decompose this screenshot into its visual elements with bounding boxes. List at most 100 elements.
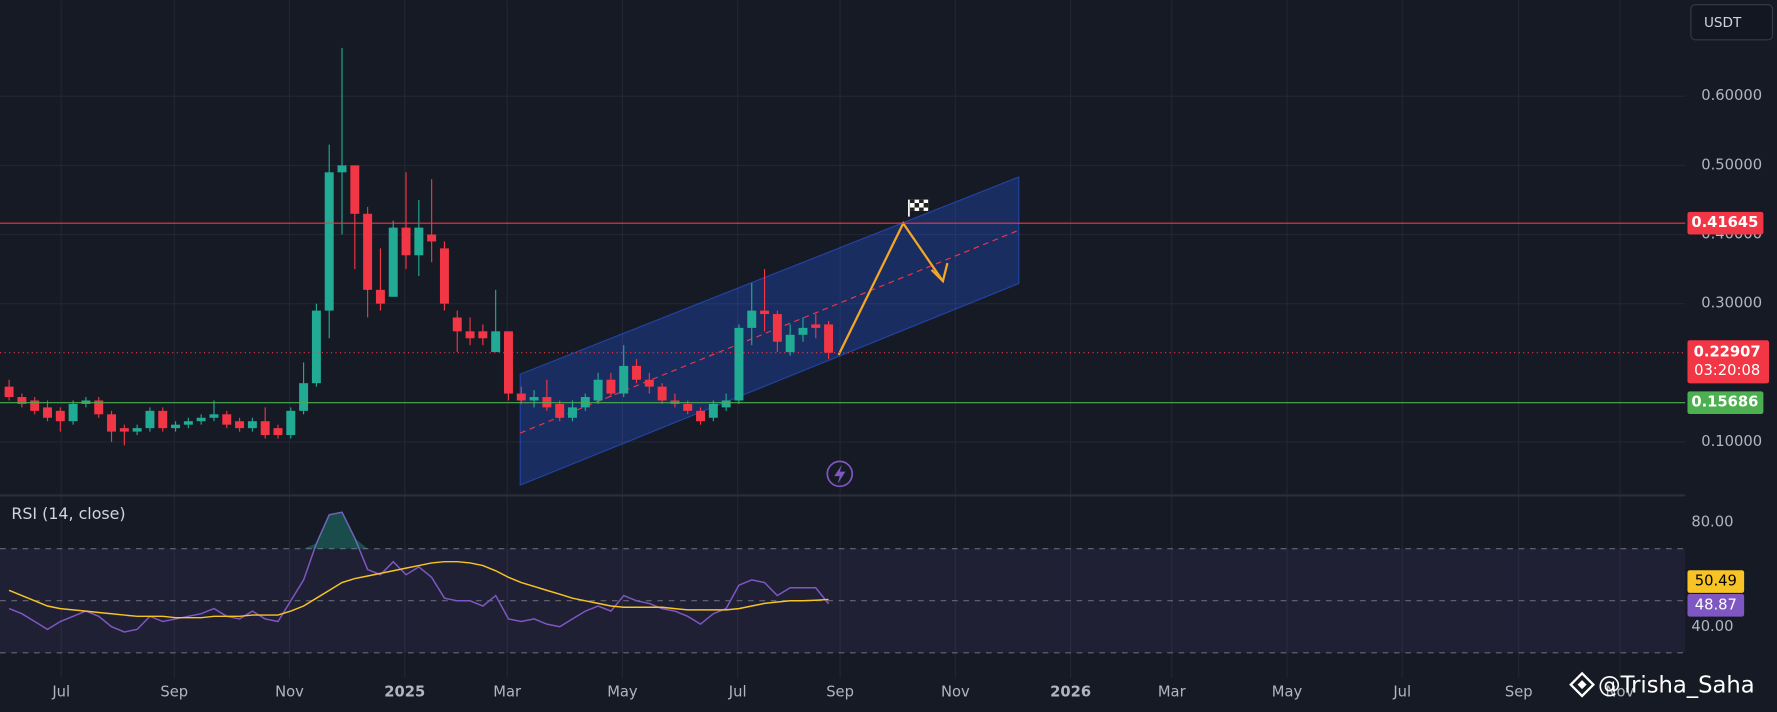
candle-body	[503, 331, 513, 394]
candle-body	[273, 428, 283, 436]
currency-button[interactable]	[1690, 4, 1774, 41]
rsi-title: RSI (14, close)	[11, 504, 125, 523]
candle-body	[478, 331, 488, 339]
x-tick-label: May	[1272, 684, 1303, 701]
x-tick-label: 2025	[384, 684, 425, 701]
candle-body	[811, 324, 821, 328]
candle-body	[107, 414, 117, 432]
rsi-value-tag	[1687, 593, 1745, 617]
candle-body	[324, 172, 334, 311]
candle-body	[196, 417, 206, 422]
y-tick-label: 0.10000	[1701, 433, 1762, 450]
candle-body	[491, 331, 501, 353]
arrow-head	[930, 262, 949, 284]
candle-body	[644, 379, 654, 387]
candle-body	[555, 403, 565, 418]
x-tick-label: Mar	[1158, 684, 1187, 701]
x-tick-label: Jul	[1392, 684, 1411, 701]
rsi-value-label: 48.87	[1695, 596, 1737, 613]
channel-midline	[519, 229, 1020, 434]
candle-body	[568, 407, 577, 418]
candle-body	[363, 213, 373, 290]
candle-body	[401, 227, 411, 256]
candle-body	[439, 248, 449, 304]
rsi-tick-label: 40.00	[1691, 618, 1733, 635]
x-tick-label: Jul	[728, 684, 747, 701]
grid	[0, 0, 1686, 678]
currency-label: USDT	[1704, 15, 1742, 31]
price-line-label: 0.41645	[1691, 214, 1758, 231]
candle-body	[593, 379, 603, 401]
axes: Jul Sep Nov 2025 Mar May Jul Sep Nov 2026 Mar May Ju…	[0, 87, 1770, 701]
candle-body	[337, 165, 347, 173]
current-price-label: 0.22907	[1694, 344, 1761, 361]
x-tick-label: 2026	[1050, 684, 1091, 701]
candle-body	[132, 428, 142, 432]
candle-body	[375, 289, 385, 304]
candle-body	[299, 383, 309, 411]
current-price-tag	[1687, 340, 1770, 384]
candle-body	[350, 165, 360, 214]
x-tick-label: Nov	[941, 684, 970, 701]
price-line-tag	[1687, 211, 1764, 235]
x-tick-label: Mar	[493, 684, 522, 701]
x-tick-label: Sep	[826, 684, 854, 701]
candle-body	[798, 327, 808, 335]
candle-body	[632, 365, 641, 380]
rsi-line	[8, 560, 829, 619]
y-tick-label: 0.50000	[1701, 156, 1762, 173]
candle-body	[772, 314, 782, 342]
candle-body	[747, 310, 757, 328]
rsi-line	[8, 511, 830, 633]
candle-body	[260, 421, 270, 436]
candle-body	[94, 400, 104, 415]
candle-body	[311, 310, 321, 384]
candle-body	[119, 428, 129, 432]
candle-body	[619, 365, 629, 394]
candle-body	[55, 410, 65, 422]
candle-body	[465, 331, 475, 339]
candle-body	[222, 414, 232, 425]
candle-body	[286, 410, 296, 436]
candle-body	[235, 421, 245, 429]
x-tick-label: Sep	[1505, 684, 1533, 701]
rsi-value-tag	[1687, 570, 1745, 593]
candle-body	[529, 397, 539, 401]
countdown-label: 03:20:08	[1694, 362, 1760, 379]
candle-body	[785, 334, 795, 353]
candle-body	[452, 317, 462, 332]
lightning-icon[interactable]	[826, 460, 854, 488]
candle-body	[760, 310, 770, 315]
candle-body	[734, 327, 744, 401]
y-tick-label: 0.30000	[1701, 295, 1762, 312]
rsi-tick-label: 80.00	[1691, 514, 1733, 531]
candle-body	[209, 414, 219, 418]
candle-body	[171, 424, 181, 429]
candle-body	[4, 386, 14, 398]
candle-body	[708, 403, 718, 418]
x-tick-label: May	[607, 684, 638, 701]
y-tick-label: 0.60000	[1701, 87, 1762, 104]
x-tick-label: Sep	[160, 684, 188, 701]
candle-body	[824, 324, 834, 353]
candle-body	[68, 403, 78, 422]
pane-divider	[0, 494, 1686, 497]
price-line-tag	[1687, 391, 1764, 414]
flag-icon	[908, 199, 929, 217]
candle-body	[145, 410, 155, 429]
candles	[4, 47, 834, 446]
x-tick-label: Nov	[275, 684, 304, 701]
rsi-value-label: 50.49	[1695, 573, 1737, 590]
candle-body	[427, 234, 437, 242]
candle-body	[247, 421, 257, 429]
candle-body	[414, 227, 424, 256]
candle-body	[516, 393, 526, 401]
candle-body	[606, 379, 616, 394]
price-line-label: 0.15686	[1691, 394, 1758, 411]
candle-body	[17, 397, 27, 404]
rsi-pane: 80.00 40.00	[0, 511, 1733, 654]
x-tick-label: Nov	[1606, 684, 1635, 701]
candle-body	[30, 400, 40, 411]
candle-body	[657, 386, 667, 401]
